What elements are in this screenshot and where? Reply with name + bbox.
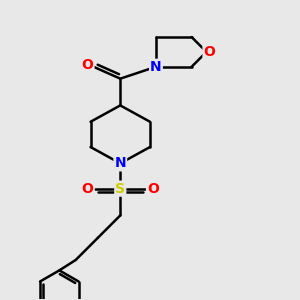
Text: O: O (147, 182, 159, 196)
Text: N: N (115, 156, 126, 170)
Text: S: S (115, 182, 125, 196)
Text: O: O (203, 45, 215, 59)
Text: O: O (82, 182, 94, 196)
Text: O: O (82, 58, 94, 72)
Text: N: N (150, 60, 162, 74)
